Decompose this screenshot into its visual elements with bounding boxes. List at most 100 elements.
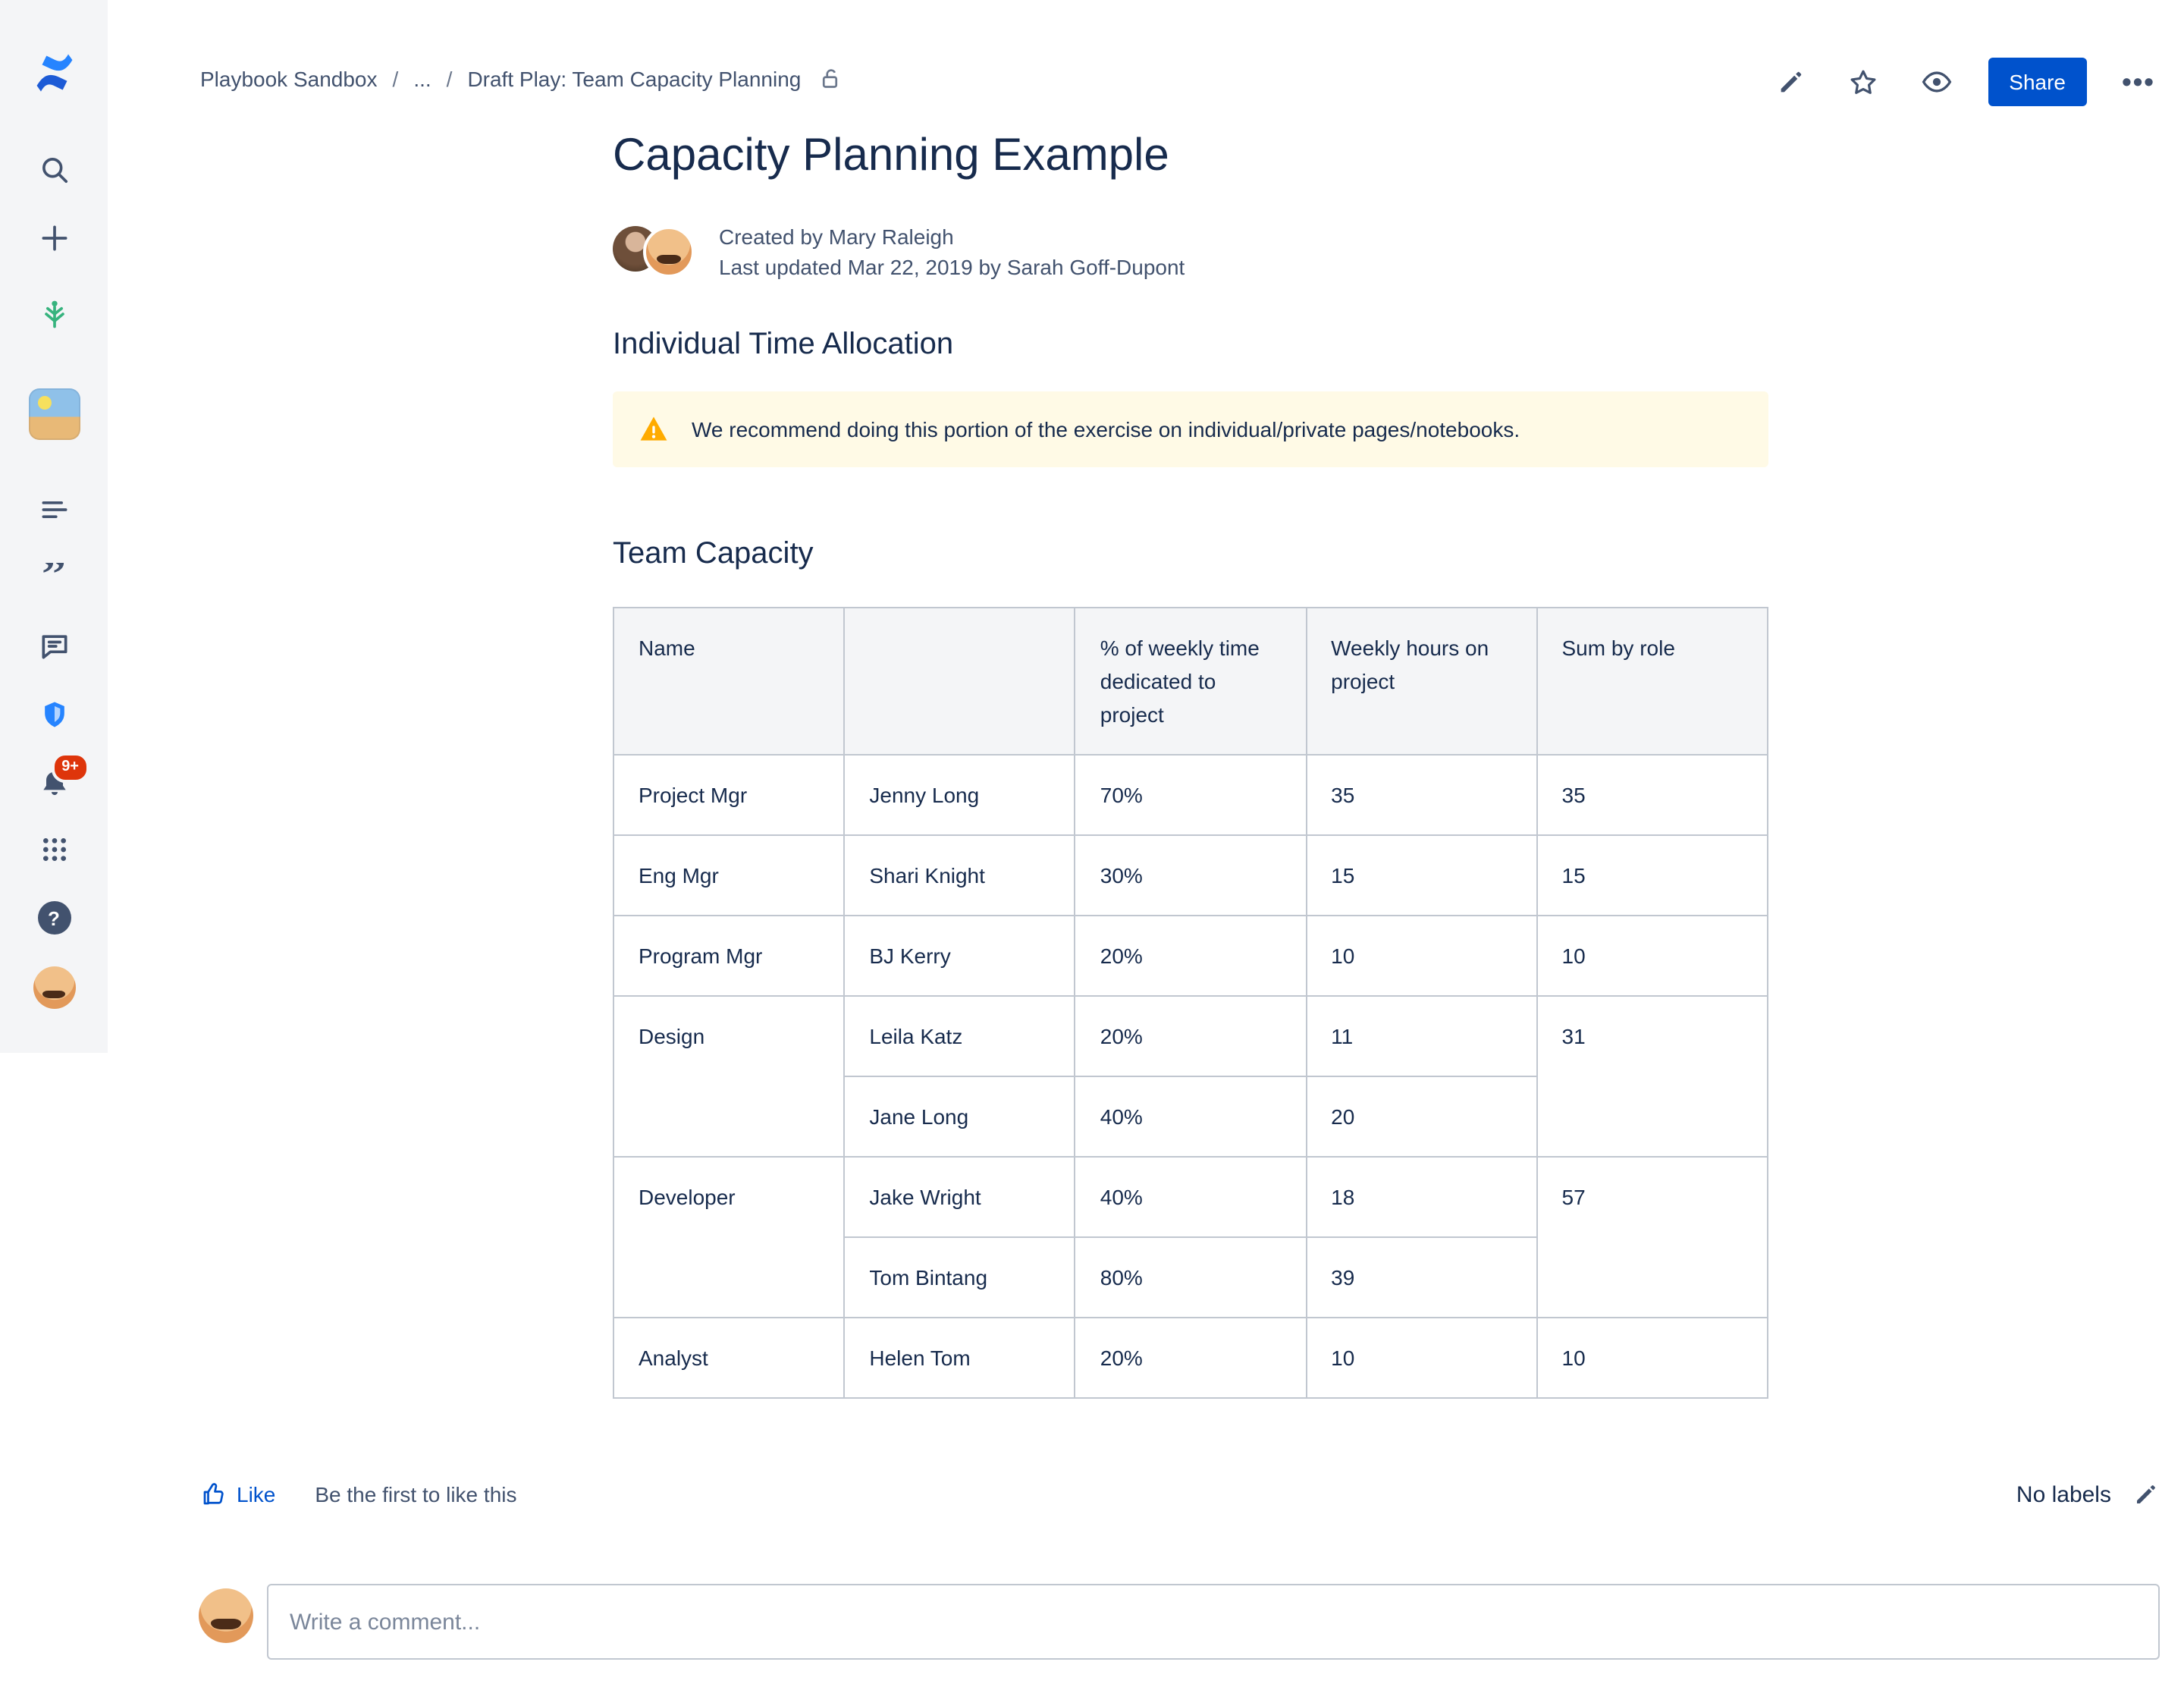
header-sum: Sum by role (1536, 607, 1769, 756)
breadcrumb-item-page[interactable]: Draft Play: Team Capacity Planning (467, 67, 802, 91)
section-heading-team-capacity: Team Capacity (613, 537, 814, 570)
cell-hours: 11 (1305, 995, 1538, 1077)
comment-bubble-icon[interactable] (0, 628, 108, 664)
cell-sum: 10 (1536, 1317, 1769, 1399)
cell-role: Program Mgr (612, 915, 846, 997)
commenter-avatar (199, 1588, 253, 1643)
table-row: Program Mgr BJ Kerry 20% 10 10 (612, 915, 1769, 997)
star-icon[interactable] (1842, 61, 1884, 103)
comment-composer (199, 1584, 2160, 1660)
byline-text: Created by Mary Raleigh Last updated Mar… (719, 221, 1185, 282)
cell-hours: 15 (1305, 834, 1538, 916)
warning-text: We recommend doing this portion of the e… (692, 417, 1520, 441)
edit-labels-pencil-icon[interactable] (2129, 1478, 2163, 1511)
cell-sum: 31 (1536, 995, 1769, 1158)
breadcrumb-item-ellipsis[interactable]: ... (413, 67, 431, 91)
help-question-glyph: ? (37, 901, 71, 935)
warning-triangle-icon (637, 413, 670, 446)
cell-sum: 57 (1536, 1156, 1769, 1318)
cell-pct: 20% (1074, 995, 1307, 1077)
header-hours: Weekly hours on project (1305, 607, 1538, 756)
header-name: Name (612, 607, 846, 756)
cell-pct: 80% (1074, 1236, 1307, 1318)
cell-hours: 20 (1305, 1076, 1538, 1158)
share-button[interactable]: Share (1988, 58, 2087, 106)
unlock-icon[interactable] (816, 64, 846, 94)
breadcrumb-separator: / (392, 67, 399, 91)
thumbs-up-icon (203, 1483, 224, 1505)
notification-badge: 9+ (51, 752, 89, 783)
header-blank (843, 607, 1076, 756)
labels-row: No labels (2016, 1478, 2163, 1511)
cell-person: Shari Knight (843, 834, 1076, 916)
cell-hours: 10 (1305, 915, 1538, 997)
comment-input[interactable] (267, 1584, 2160, 1660)
edit-pencil-icon[interactable] (1769, 61, 1812, 103)
breadcrumb-separator: / (446, 67, 453, 91)
search-icon[interactable] (0, 152, 108, 188)
cell-role: Design (612, 995, 846, 1158)
cell-sum: 15 (1536, 834, 1769, 916)
space-avatar[interactable] (0, 388, 108, 440)
cell-role: Analyst (612, 1317, 846, 1399)
table-row: Project Mgr Jenny Long 70% 35 35 (612, 754, 1769, 836)
table-row: Developer Jake Wright 40% 18 57 (612, 1156, 1769, 1318)
byline-avatars (613, 226, 695, 278)
confluence-logo-icon (36, 54, 72, 92)
like-row: Like Be the first to like this (200, 1481, 517, 1508)
cell-role: Developer (612, 1156, 846, 1318)
cell-sum: 35 (1536, 754, 1769, 836)
quote-icon[interactable]: ” (0, 561, 108, 595)
cell-pct: 70% (1074, 754, 1307, 836)
cell-person: Helen Tom (843, 1317, 1076, 1399)
header-pct: % of weekly time dedicated to project (1074, 607, 1307, 756)
notifications-icon[interactable]: 9+ (0, 752, 108, 804)
create-plus-icon[interactable] (0, 220, 108, 256)
cell-pct: 30% (1074, 834, 1307, 916)
more-dots-glyph: ••• (2122, 67, 2155, 97)
quote-glyph: ” (42, 563, 66, 593)
table-header-row: Name % of weekly time dedicated to proje… (612, 607, 1769, 756)
user-avatar-image (33, 966, 75, 1009)
warning-panel: We recommend doing this portion of the e… (613, 391, 1768, 467)
cell-role: Eng Mgr (612, 834, 846, 916)
cell-person: BJ Kerry (843, 915, 1076, 997)
page-title: Capacity Planning Example (613, 130, 1169, 181)
confluence-logo[interactable] (0, 49, 108, 97)
cell-pct: 40% (1074, 1156, 1307, 1238)
app-grid-icon[interactable] (0, 831, 108, 868)
byline-updated: Last updated Mar 22, 2019 by Sarah Goff-… (719, 255, 1185, 279)
cell-pct: 40% (1074, 1076, 1307, 1158)
page-actions: Share ••• (1769, 55, 2160, 109)
section-heading-time-allocation: Individual Time Allocation (613, 328, 954, 361)
cell-person: Tom Bintang (843, 1236, 1076, 1318)
cell-role: Project Mgr (612, 754, 846, 836)
global-sidebar: ” 9+ (0, 0, 108, 1053)
watch-eye-icon[interactable] (1915, 61, 1957, 103)
help-icon[interactable]: ? (0, 900, 108, 936)
breadcrumb-item-space[interactable]: Playbook Sandbox (200, 67, 378, 91)
profile-avatar[interactable] (0, 965, 108, 1010)
like-hint: Be the first to like this (315, 1482, 517, 1506)
cell-hours: 39 (1305, 1236, 1538, 1318)
cell-sum: 10 (1536, 915, 1769, 997)
align-lines-icon[interactable] (0, 492, 108, 528)
like-button[interactable]: Like (200, 1481, 275, 1508)
cell-hours: 35 (1305, 754, 1538, 836)
sprout-icon[interactable] (0, 296, 108, 332)
breadcrumb: Playbook Sandbox / ... / Draft Play: Tea… (200, 64, 846, 94)
space-avatar-image (28, 388, 80, 440)
byline-created: Created by Mary Raleigh (719, 225, 954, 249)
cell-person: Jake Wright (843, 1156, 1076, 1238)
no-labels-text: No labels (2016, 1481, 2111, 1507)
team-capacity-table: Name % of weekly time dedicated to proje… (612, 607, 1769, 1399)
table-row: Tom Bintang 80% 39 (613, 1236, 1768, 1318)
table-row: Design Leila Katz 20% 11 31 (612, 995, 1769, 1158)
table-row: Analyst Helen Tom 20% 10 10 (612, 1317, 1769, 1399)
cell-person: Leila Katz (843, 995, 1076, 1077)
shield-icon[interactable] (0, 696, 108, 733)
more-menu-icon[interactable]: ••• (2117, 61, 2160, 103)
cell-hours: 10 (1305, 1317, 1538, 1399)
editor-avatar[interactable] (643, 226, 695, 278)
